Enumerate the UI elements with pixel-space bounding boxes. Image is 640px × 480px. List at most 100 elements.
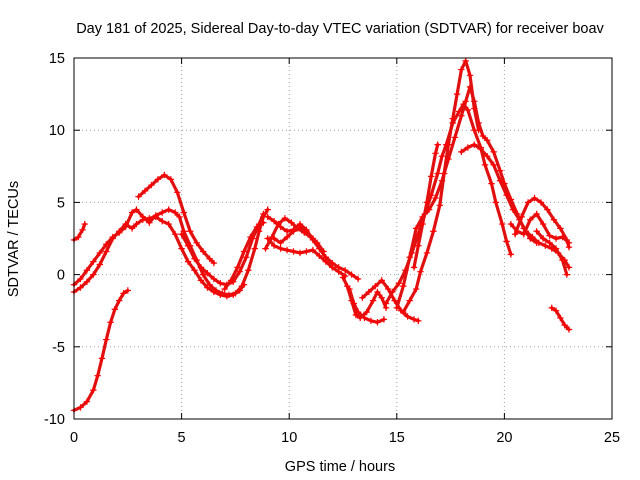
data-point bbox=[184, 258, 192, 265]
plot-frame bbox=[73, 57, 613, 420]
data-point bbox=[133, 206, 140, 213]
data-point bbox=[393, 304, 400, 312]
data-point bbox=[283, 246, 291, 254]
data-point bbox=[507, 220, 515, 228]
data-point bbox=[440, 170, 448, 177]
data-point bbox=[115, 297, 123, 304]
data-point bbox=[322, 258, 329, 265]
data-point bbox=[464, 144, 472, 151]
data-point bbox=[313, 239, 321, 247]
data-point bbox=[365, 288, 373, 296]
chart-title: Day 181 of 2025, Sidereal Day-to-day VTE… bbox=[76, 21, 604, 37]
series-track-5 bbox=[135, 171, 218, 267]
data-point bbox=[90, 386, 97, 394]
data-point bbox=[159, 209, 166, 216]
data-point bbox=[103, 248, 110, 255]
data-point bbox=[369, 297, 377, 304]
data-point bbox=[283, 233, 291, 241]
data-point bbox=[83, 278, 91, 286]
data-point bbox=[382, 300, 390, 307]
data-point bbox=[230, 291, 237, 299]
series-track-2 bbox=[70, 287, 131, 414]
data-point bbox=[81, 220, 88, 228]
data-point bbox=[83, 398, 91, 405]
data-point bbox=[171, 209, 179, 216]
data-point bbox=[483, 152, 491, 160]
data-point bbox=[451, 134, 459, 141]
data-point bbox=[159, 217, 166, 225]
series-track-15 bbox=[382, 101, 515, 307]
data-point bbox=[111, 306, 119, 313]
series-track-21 bbox=[507, 210, 573, 247]
data-point bbox=[552, 307, 560, 314]
data-point bbox=[264, 213, 271, 221]
data-point bbox=[290, 228, 297, 235]
data-point bbox=[223, 293, 230, 300]
series-track-20 bbox=[511, 194, 573, 251]
data-point bbox=[453, 90, 461, 98]
data-point bbox=[191, 267, 198, 274]
data-point bbox=[260, 210, 267, 218]
data-point bbox=[90, 258, 97, 265]
data-point bbox=[204, 284, 211, 291]
data-point bbox=[559, 233, 566, 241]
x-tick-label: 15 bbox=[389, 430, 405, 446]
data-point bbox=[354, 308, 362, 316]
data-point bbox=[309, 235, 317, 242]
data-point bbox=[449, 115, 456, 122]
data-point bbox=[550, 216, 558, 223]
data-point bbox=[120, 290, 127, 297]
data-point bbox=[565, 264, 573, 271]
data-point bbox=[152, 213, 159, 221]
data-point bbox=[367, 317, 375, 325]
data-point bbox=[79, 226, 86, 234]
data-point bbox=[161, 171, 168, 179]
data-point bbox=[410, 316, 418, 323]
data-point bbox=[245, 267, 252, 274]
data-point bbox=[458, 112, 465, 119]
data-point bbox=[193, 239, 200, 247]
data-point bbox=[479, 132, 487, 140]
series-trace bbox=[266, 236, 347, 278]
data-point bbox=[415, 317, 422, 325]
data-point bbox=[445, 141, 452, 148]
data-point bbox=[217, 280, 224, 287]
data-point bbox=[320, 248, 327, 255]
data-point bbox=[90, 271, 97, 278]
data-point bbox=[539, 235, 547, 242]
data-point bbox=[546, 232, 553, 239]
series-trace bbox=[401, 59, 481, 314]
data-point bbox=[400, 282, 407, 290]
y-tick-label: 15 bbox=[49, 51, 65, 67]
data-point bbox=[204, 269, 211, 277]
data-point bbox=[96, 249, 104, 257]
data-point bbox=[423, 249, 431, 257]
data-point bbox=[165, 220, 172, 228]
y-tick-label: -5 bbox=[52, 340, 65, 356]
data-point bbox=[341, 267, 349, 274]
data-point bbox=[210, 259, 218, 267]
data-point bbox=[96, 261, 104, 268]
data-point bbox=[488, 180, 495, 187]
series-trace bbox=[412, 143, 440, 269]
data-point bbox=[264, 206, 271, 213]
data-point bbox=[135, 193, 142, 200]
data-point bbox=[217, 291, 224, 299]
data-point bbox=[372, 282, 379, 290]
x-tick-label: 0 bbox=[70, 430, 78, 446]
y-tick-label: 10 bbox=[49, 123, 65, 139]
data-point bbox=[400, 308, 407, 316]
data-point bbox=[514, 228, 521, 235]
data-point bbox=[391, 297, 398, 304]
data-point bbox=[199, 271, 207, 278]
data-point bbox=[359, 294, 366, 301]
data-point bbox=[481, 161, 489, 169]
data-point bbox=[236, 268, 243, 275]
data-point bbox=[187, 228, 194, 235]
data-point bbox=[247, 233, 254, 241]
data-point bbox=[77, 275, 84, 283]
data-point bbox=[303, 248, 310, 255]
data-point bbox=[363, 308, 370, 316]
data-point bbox=[122, 220, 129, 228]
